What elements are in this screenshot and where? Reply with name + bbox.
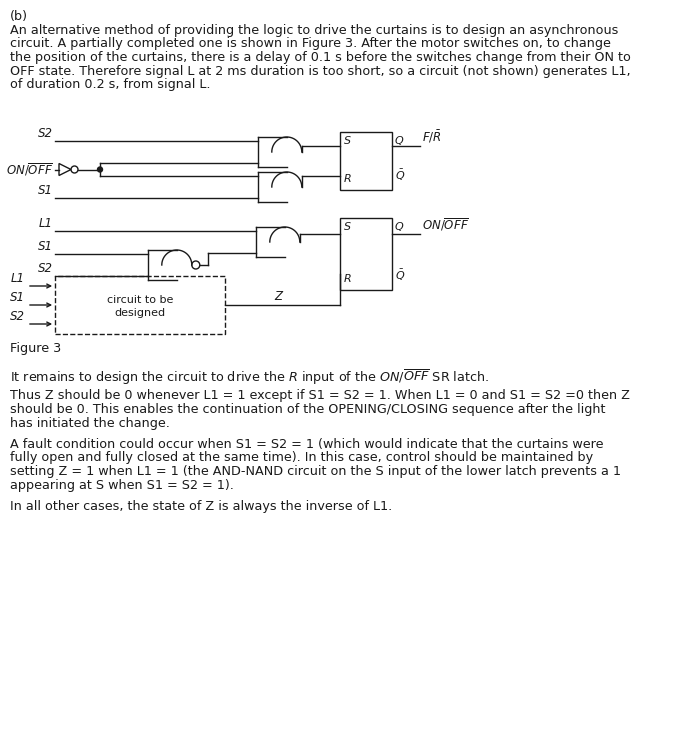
Text: R: R xyxy=(344,274,352,284)
Text: S2: S2 xyxy=(38,262,53,275)
Text: S1: S1 xyxy=(38,240,53,253)
Text: S1: S1 xyxy=(38,184,53,197)
Text: Z: Z xyxy=(275,290,282,303)
Text: A fault condition could occur when S1 = S2 = 1 (which would indicate that the cu: A fault condition could occur when S1 = … xyxy=(10,438,604,451)
Bar xyxy=(340,132,392,190)
Text: has initiated the change.: has initiated the change. xyxy=(10,417,170,429)
Text: L1: L1 xyxy=(11,272,25,285)
Text: setting Z = 1 when L1 = 1 (the AND-NAND circuit on the S input of the lower latc: setting Z = 1 when L1 = 1 (the AND-NAND … xyxy=(10,465,621,478)
Text: S: S xyxy=(344,136,351,146)
Text: Figure 3: Figure 3 xyxy=(10,342,61,355)
Text: OFF state. Therefore signal L at 2 ms duration is too short, so a circuit (not s: OFF state. Therefore signal L at 2 ms du… xyxy=(10,65,631,77)
Text: R: R xyxy=(344,174,352,184)
Bar xyxy=(55,276,225,334)
Text: S1: S1 xyxy=(10,291,25,304)
Text: Thus Z should be 0 whenever L1 = 1 except if S1 = S2 = 1. When L1 = 0 and S1 = S: Thus Z should be 0 whenever L1 = 1 excep… xyxy=(10,390,630,402)
Text: circuit to be: circuit to be xyxy=(107,295,174,305)
Text: In all other cases, the state of Z is always the inverse of L1.: In all other cases, the state of Z is al… xyxy=(10,500,392,513)
Text: S: S xyxy=(344,222,351,232)
Text: S2: S2 xyxy=(38,127,53,140)
Text: S2: S2 xyxy=(10,310,25,323)
Text: It remains to design the circuit to drive the $R$ input of the $ON/\overline{OFF: It remains to design the circuit to driv… xyxy=(10,368,489,387)
Text: should be 0. This enables the continuation of the OPENING/CLOSING sequence after: should be 0. This enables the continuati… xyxy=(10,403,605,416)
Text: (b): (b) xyxy=(10,10,28,23)
Text: $F/\bar{R}$: $F/\bar{R}$ xyxy=(422,129,442,145)
Bar xyxy=(340,218,392,290)
Text: appearing at S when S1 = S2 = 1).: appearing at S when S1 = S2 = 1). xyxy=(10,478,234,492)
Text: $ON/\overline{OFF}$: $ON/\overline{OFF}$ xyxy=(422,216,469,233)
Text: $\bar{Q}$: $\bar{Q}$ xyxy=(395,268,405,283)
Text: $ON/\overline{OFF}$: $ON/\overline{OFF}$ xyxy=(6,161,53,178)
Text: L1: L1 xyxy=(39,217,53,230)
Text: the position of the curtains, there is a delay of 0.1 s before the switches chan: the position of the curtains, there is a… xyxy=(10,51,631,64)
Text: Q: Q xyxy=(395,136,404,146)
Text: Q: Q xyxy=(395,222,404,232)
Circle shape xyxy=(97,167,103,172)
Text: designed: designed xyxy=(115,308,166,318)
Text: fully open and fully closed at the same time). In this case, control should be m: fully open and fully closed at the same … xyxy=(10,451,593,465)
Text: of duration 0.2 s, from signal L.: of duration 0.2 s, from signal L. xyxy=(10,78,210,91)
Text: $\bar{Q}$: $\bar{Q}$ xyxy=(395,168,405,183)
Text: An alternative method of providing the logic to drive the curtains is to design : An alternative method of providing the l… xyxy=(10,24,618,37)
Text: circuit. A partially completed one is shown in Figure 3. After the motor switche: circuit. A partially completed one is sh… xyxy=(10,38,611,50)
